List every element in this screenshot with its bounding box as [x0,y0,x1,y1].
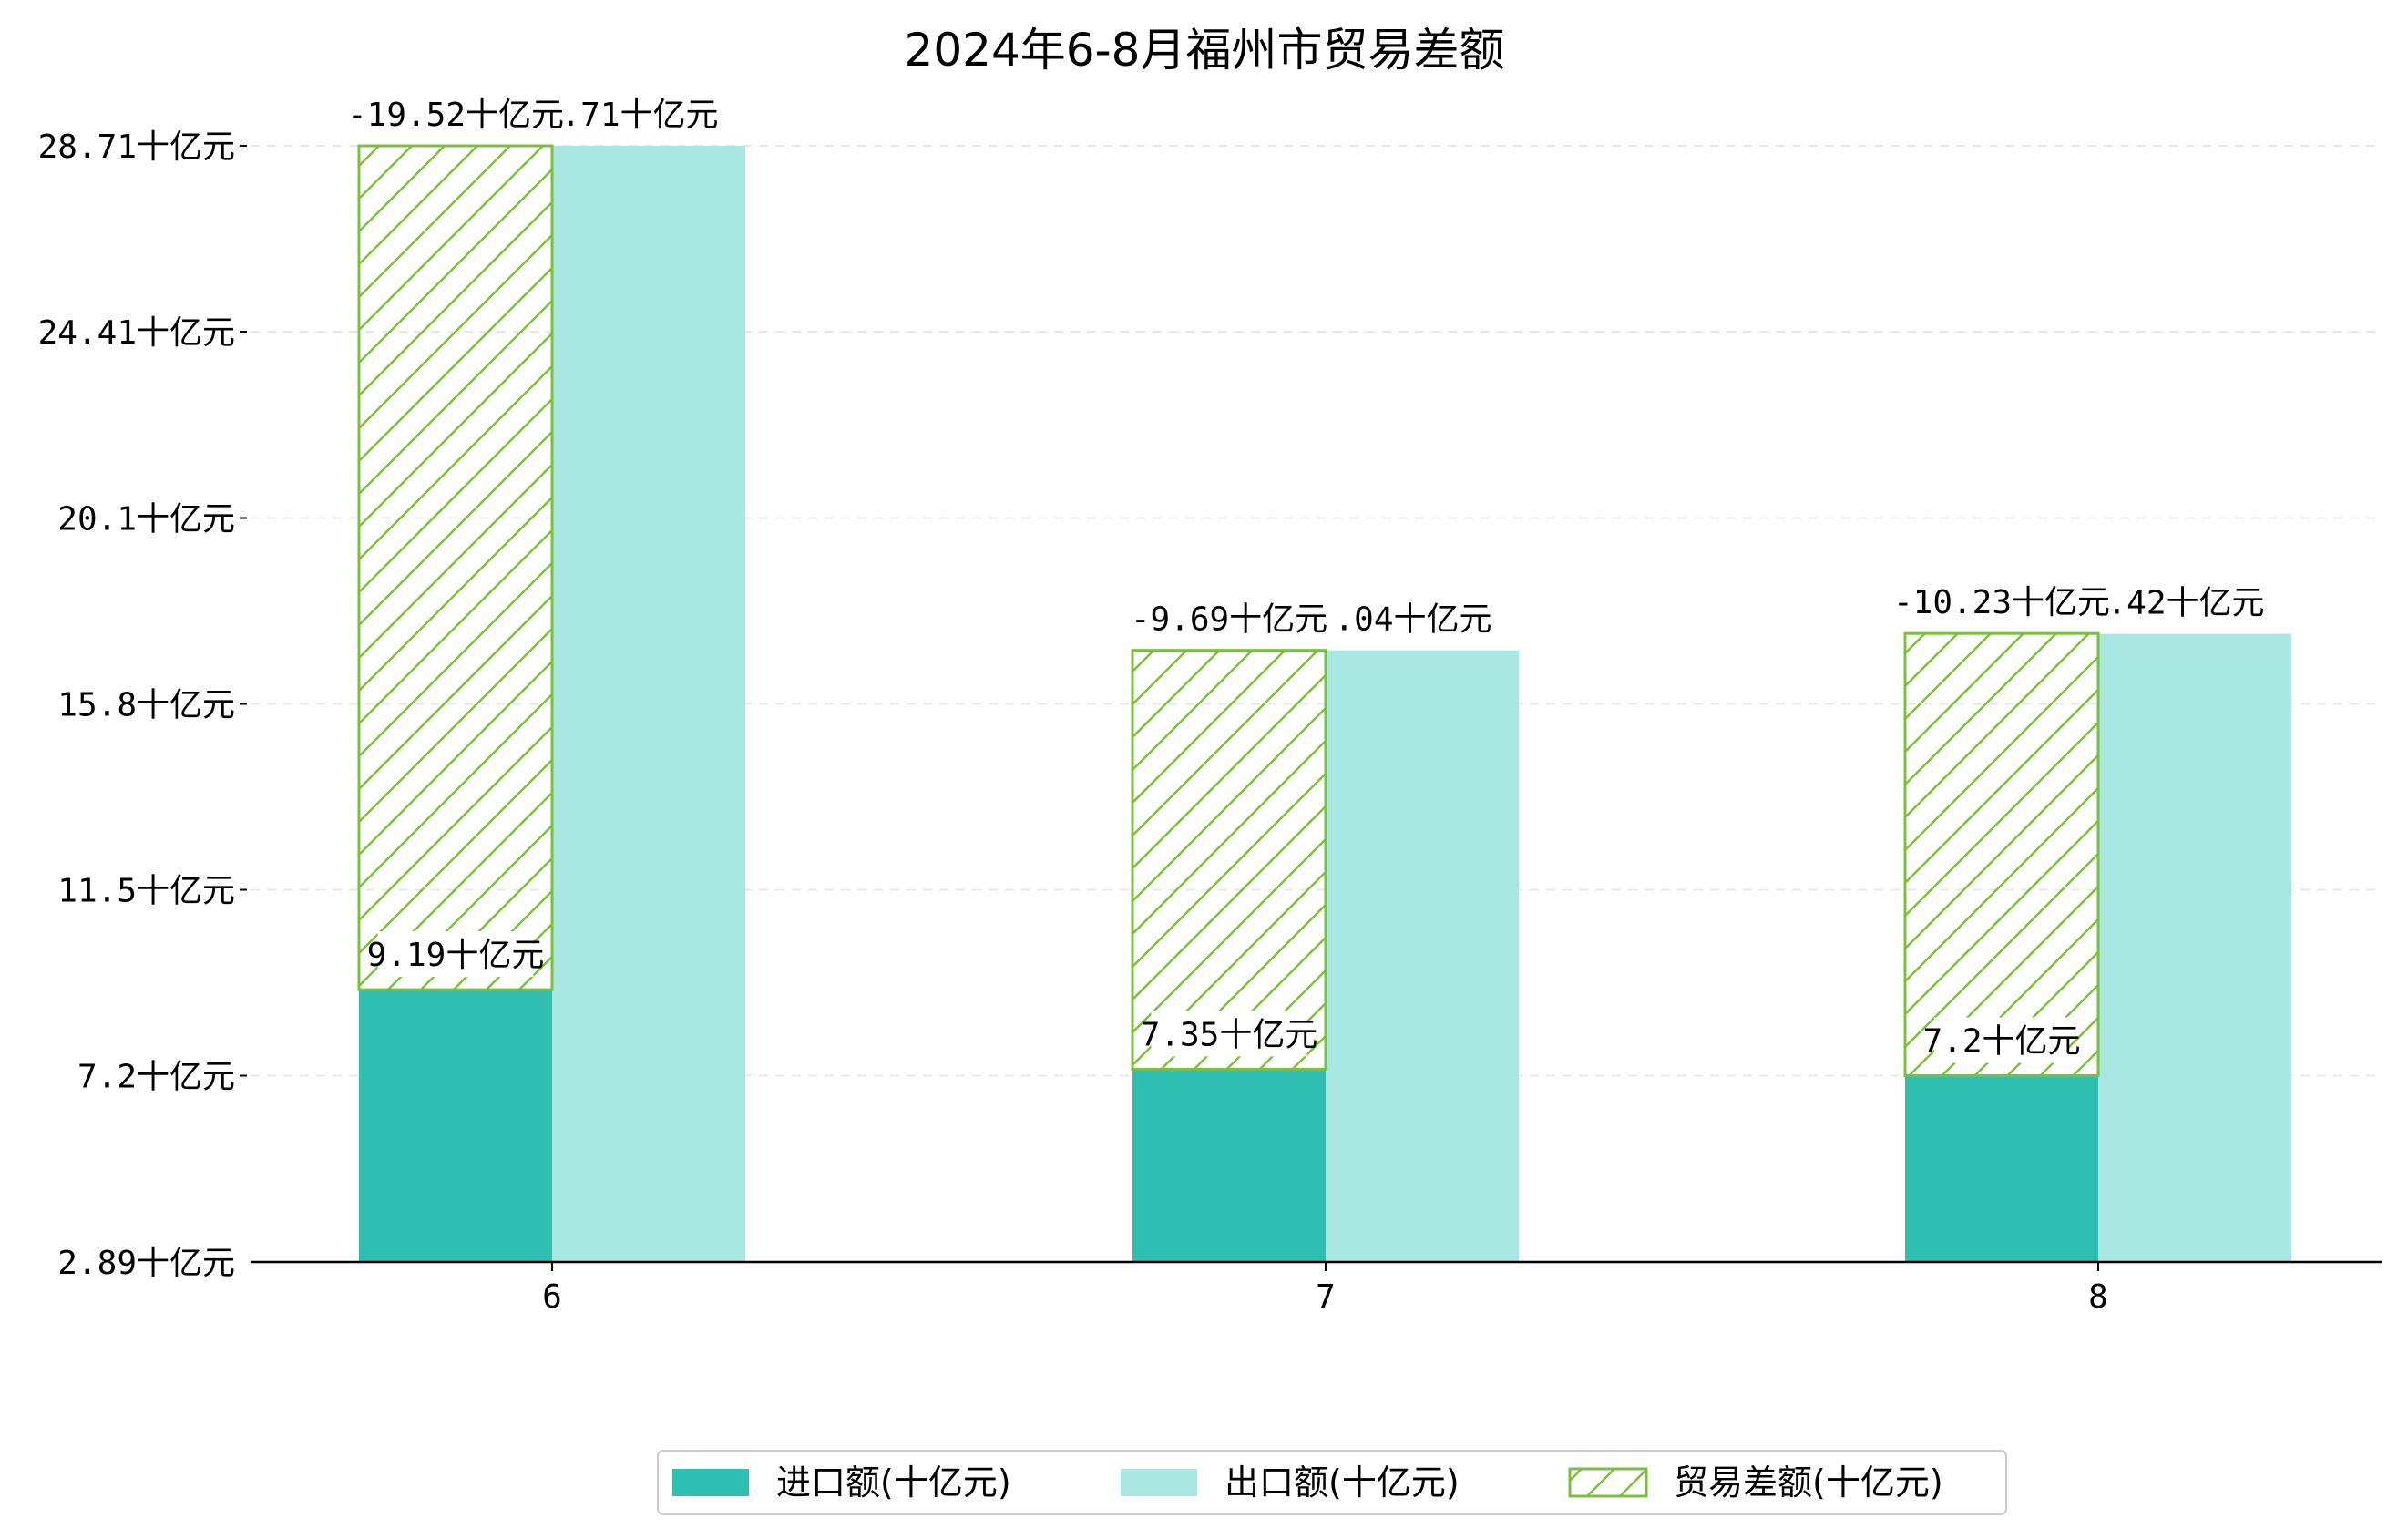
import-value-label-group: 7.2十亿元 [1922,1017,2081,1063]
import-value-label: 9.19十亿元 [367,937,545,974]
data-labels: 9.19十亿元 -19.52十亿元.71十亿元 7.35十亿元 -9.69十亿元 .04… [347,91,2265,1063]
x-tick-label: 8 [2088,1278,2108,1316]
export-value-label-group: .42十亿元 [2106,579,2265,625]
balance-value-label-background [356,91,555,137]
export-value-label: .42十亿元 [2106,585,2264,622]
import-value-label-background [377,931,534,978]
export-bar [1326,650,1519,1262]
import-value-label-group: 9.19十亿元 [367,931,545,978]
x-tick-label: 7 [1316,1278,1336,1316]
legend-swatch [1121,1469,1197,1496]
y-tick-label: 11.5十亿元 [57,873,235,910]
y-axis: 2.89十亿元 7.2十亿元 11.5十亿元 15.8十亿元 20.1十亿元 24.41十… [38,128,247,1282]
x-tick-label: 6 [542,1278,562,1316]
export-value-label-background [572,91,707,137]
export-value-label-background [2118,579,2253,625]
balance-value-label-background [1141,595,1317,641]
balance-bar [357,144,554,991]
balance-value-label: -19.52十亿元 [347,97,564,134]
balance-value-label-group: -9.69十亿元 [1131,595,1327,641]
balance-bar [1903,631,2100,1078]
balance-value-label: -9.69十亿元 [1131,601,1327,639]
import-bar [1132,1069,1326,1262]
import-bar [359,990,552,1262]
y-tick-label: 20.1十亿元 [57,500,235,538]
legend-swatch [1568,1467,1648,1498]
balance-value-label-group: -10.23十亿元 [1893,579,2110,625]
balance-value-label-group: -19.52十亿元 [347,91,564,137]
chart-title: 2024年6-8月福州市贸易差额 [905,24,1505,77]
export-bar [552,146,745,1262]
export-value-label-group: .71十亿元 [560,91,719,137]
y-tick-label: 28.71十亿元 [38,128,235,166]
import-value-label-background [1934,1017,2069,1063]
balance-value-label-background [1902,579,2101,625]
balance-bar [1131,649,1327,1071]
y-tick-label: 24.41十亿元 [38,314,235,352]
import-bar [1905,1075,2098,1262]
balance-value-label: -10.23十亿元 [1893,584,2110,621]
import-value-label-group: 7.35十亿元 [1141,1011,1318,1057]
y-tick-label: 2.89十亿元 [57,1245,235,1282]
export-value-label-background [1346,595,1481,641]
export-value-label: .71十亿元 [560,97,718,134]
export-value-label-group: .04十亿元 [1334,595,1492,641]
x-axis: 6 7 8 [251,1260,2382,1316]
legend: 进口额(十亿元) 出口额(十亿元) 贸易差额(十亿元) [657,1450,2007,1515]
import-value-label-background [1151,1011,1307,1057]
legend-label: 出口额(十亿元) [1224,1462,1460,1503]
export-value-label: .04十亿元 [1334,601,1491,639]
legend-box [657,1450,2007,1515]
y-tick-label: 7.2十亿元 [77,1059,235,1096]
legend-label: 进口额(十亿元) [776,1462,1011,1503]
import-value-label: 7.35十亿元 [1141,1016,1318,1053]
bars [357,144,2291,1262]
export-bar [2098,633,2291,1262]
import-value-label: 7.2十亿元 [1922,1023,2080,1061]
legend-swatch [672,1469,749,1496]
legend-label: 贸易差额(十亿元) [1674,1462,1943,1503]
y-tick-label: 15.8十亿元 [57,687,235,724]
